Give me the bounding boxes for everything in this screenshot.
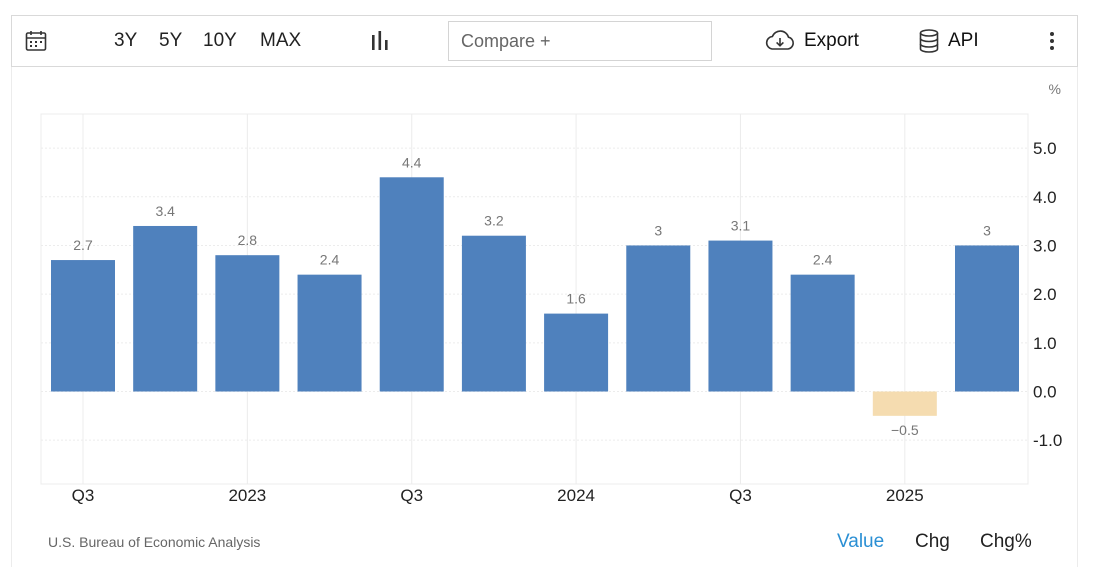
- calendar-button[interactable]: [24, 16, 48, 66]
- x-tick-label: Q3: [400, 486, 423, 505]
- data-label-3: 2.4: [320, 252, 340, 268]
- bar-9[interactable]: [790, 274, 855, 392]
- more-vertical-icon: [1050, 32, 1054, 50]
- gridlines: [40, 113, 1029, 485]
- bar-10[interactable]: [872, 391, 937, 416]
- y-tick-label: -1.0: [1033, 431, 1062, 450]
- bar-6[interactable]: [544, 313, 609, 392]
- export-label: Export: [804, 30, 859, 51]
- data-label-1: 3.4: [155, 203, 175, 219]
- data-label-6: 1.6: [566, 291, 586, 307]
- bar-0[interactable]: [51, 260, 115, 392]
- y-axis: 5.0 4.0 3.0 2.0 1.0 0.0 -1.0: [1033, 139, 1062, 450]
- data-label-0: 2.7: [73, 237, 93, 253]
- api-label: API: [948, 30, 979, 51]
- bar-5[interactable]: [461, 235, 526, 392]
- calendar-icon: [25, 31, 47, 51]
- x-tick-label: 2023: [228, 486, 266, 505]
- x-tick-label: 2025: [886, 486, 924, 505]
- x-tick-label: Q3: [729, 486, 752, 505]
- data-label-11: 3: [983, 222, 991, 238]
- more-options-button[interactable]: [1044, 16, 1060, 66]
- bar-1[interactable]: [133, 225, 198, 392]
- range-10y-button[interactable]: 10Y: [203, 30, 237, 51]
- unit-label: %: [1049, 81, 1061, 97]
- data-label-10: −0.5: [891, 422, 919, 438]
- plot-area-border: [40, 113, 1029, 485]
- data-label-7: 3: [654, 222, 662, 238]
- y-tick-label: 0.0: [1033, 383, 1057, 402]
- mode-chg-percent-button[interactable]: Chg%: [980, 531, 1032, 552]
- bar-3[interactable]: [297, 274, 362, 392]
- data-label-2: 2.8: [238, 232, 258, 248]
- cloud-download-icon: [765, 30, 794, 50]
- mode-value-button[interactable]: Value: [837, 531, 885, 552]
- y-tick-label: 4.0: [1033, 188, 1057, 207]
- x-tick-label: 2024: [557, 486, 595, 505]
- bar-series: [51, 177, 1019, 416]
- mode-chg-button[interactable]: Chg: [915, 531, 950, 552]
- chart-panel: [11, 67, 1078, 567]
- export-button[interactable]: Export: [764, 16, 859, 66]
- bar-11[interactable]: [955, 245, 1019, 392]
- source-text: U.S. Bureau of Economic Analysis: [48, 534, 261, 550]
- bar-chart-icon: [372, 31, 388, 50]
- bar-7[interactable]: [626, 245, 691, 392]
- range-5y-button[interactable]: 5Y: [159, 30, 183, 51]
- y-tick-label: 5.0: [1033, 139, 1057, 158]
- x-tick-label: Q3: [72, 486, 95, 505]
- data-labels: 2.7 3.4 2.8 2.4 4.4 3.2 1.6 3 3.1 2.4 −0.5 3: [73, 154, 991, 438]
- y-tick-label: 1.0: [1033, 334, 1057, 353]
- bar-4[interactable]: [379, 177, 444, 392]
- data-label-9: 2.4: [813, 252, 833, 268]
- x-axis: Q3 2023 Q3 2024 Q3 2025: [72, 486, 924, 505]
- data-label-4: 4.4: [402, 154, 422, 170]
- data-label-8: 3.1: [731, 218, 751, 234]
- compare-input[interactable]: [448, 21, 712, 61]
- chart-type-button[interactable]: [369, 16, 391, 66]
- bar-2[interactable]: [215, 255, 280, 392]
- chart-toolbar: 3Y 5Y 10Y MAX Export API: [11, 15, 1078, 67]
- y-tick-label: 3.0: [1033, 236, 1057, 255]
- y-tick-label: 2.0: [1033, 285, 1057, 304]
- bar-8[interactable]: [708, 240, 773, 392]
- data-label-5: 3.2: [484, 213, 504, 229]
- database-icon: [919, 29, 939, 53]
- range-3y-button[interactable]: 3Y: [114, 30, 138, 51]
- api-button[interactable]: API: [918, 16, 979, 66]
- range-max-button[interactable]: MAX: [260, 30, 302, 51]
